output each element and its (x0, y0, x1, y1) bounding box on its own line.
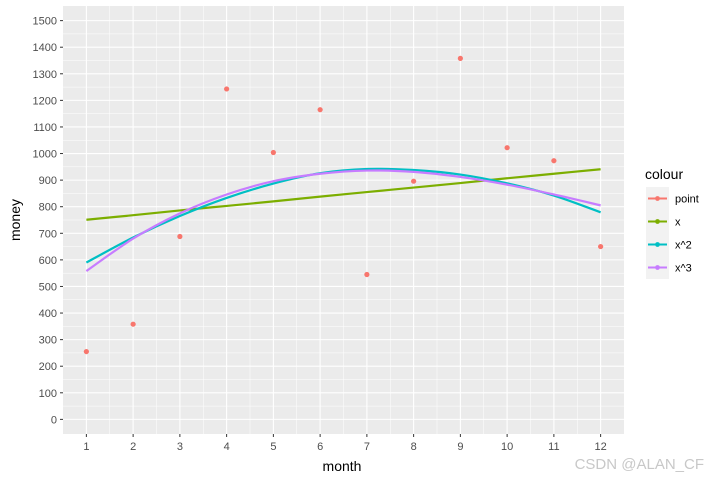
legend-key-point (655, 196, 660, 201)
grid-minor (63, 6, 624, 434)
data-point (598, 243, 604, 250)
grid-major (63, 6, 624, 434)
legend-label: point (675, 194, 699, 206)
y-tick-label: 300 (39, 335, 57, 347)
data-point (317, 107, 323, 113)
y-tick-label: 1400 (33, 42, 57, 54)
legend-key-point (655, 265, 660, 270)
x-tick-label: 9 (457, 441, 463, 453)
y-axis-ticks: 0 100 200 300 400 500 600 700 800 900 1000 1100 1200… (33, 16, 63, 426)
y-tick-label: 1500 (33, 16, 57, 28)
x-tick-label: 2 (130, 441, 136, 453)
data-point (457, 55, 463, 61)
y-tick-label: 100 (39, 388, 57, 400)
series-lines (85, 167, 601, 272)
data-point (224, 86, 230, 92)
legend-key-point (655, 219, 660, 224)
data-point (83, 348, 89, 355)
legend: colour point x x^2 x^3 (645, 166, 699, 279)
y-tick-label: 1100 (33, 122, 57, 134)
y-tick-label: 1300 (33, 69, 57, 81)
x-tick-label: 12 (595, 441, 607, 453)
y-tick-label: 700 (39, 228, 57, 240)
data-point (177, 233, 183, 240)
y-tick-label: 0 (51, 414, 57, 426)
y-tick-label: 800 (39, 202, 57, 214)
data-point (130, 321, 136, 327)
y-tick-label: 600 (39, 255, 57, 267)
y-tick-label: 500 (39, 281, 57, 293)
data-point (411, 178, 417, 184)
series-line-x2 (85, 167, 601, 264)
x-tick-label: 10 (501, 441, 513, 453)
x-tick-label: 4 (224, 441, 230, 453)
legend-label: x (675, 217, 681, 229)
y-tick-label: 400 (39, 308, 57, 320)
legend-title: colour (645, 166, 683, 182)
watermark: CSDN @ALAN_CF (574, 456, 704, 473)
y-axis-title: money (7, 199, 23, 241)
x-tick-label: 1 (83, 441, 89, 453)
x-tick-label: 11 (548, 441, 559, 453)
x-tick-label: 8 (411, 441, 417, 453)
x-tick-label: 5 (270, 441, 276, 453)
legend-key-point (655, 242, 660, 247)
y-tick-label: 1000 (33, 149, 57, 161)
y-tick-label: 1200 (33, 95, 57, 107)
y-tick-label: 200 (39, 361, 57, 373)
x-axis-ticks: 1 2 3 4 5 6 7 8 9 10 11 12 (83, 434, 607, 453)
x-tick-label: 6 (317, 441, 323, 453)
data-point (364, 271, 370, 278)
x-tick-label: 3 (177, 441, 183, 453)
x-tick-label: 7 (364, 441, 370, 453)
series-line-x3 (85, 169, 601, 272)
legend-label: x^3 (675, 263, 692, 275)
series-points (83, 55, 604, 355)
x-axis-title: month (323, 458, 362, 474)
data-point (551, 158, 557, 164)
legend-label: x^2 (675, 240, 692, 252)
series-line-x (86, 168, 601, 221)
data-point (504, 145, 510, 151)
data-point (270, 149, 276, 156)
y-tick-label: 900 (39, 175, 57, 187)
